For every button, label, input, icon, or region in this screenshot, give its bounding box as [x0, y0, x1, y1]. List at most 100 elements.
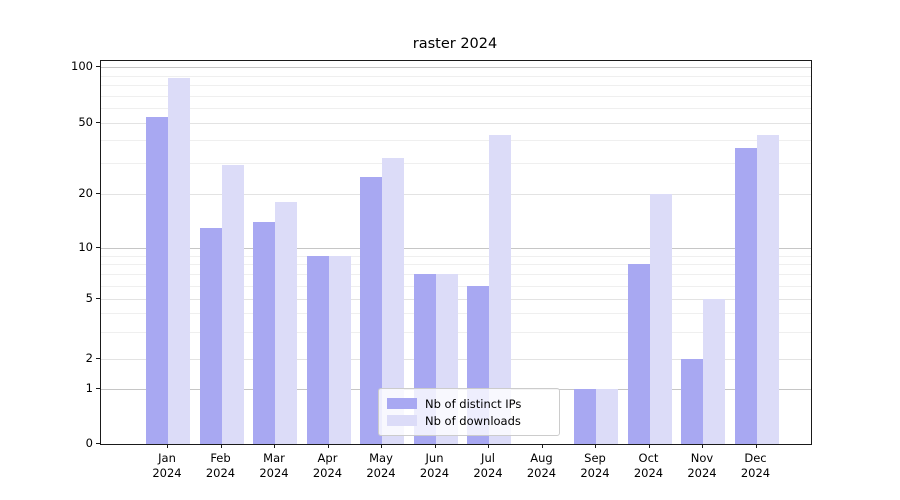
- gridline-y-50: [101, 123, 811, 124]
- x-tick-label-apr: Apr 2024: [298, 451, 358, 481]
- x-tick-month: May: [369, 451, 393, 465]
- x-tick-label-dec: Dec 2024: [726, 451, 786, 481]
- y-tick-mark-50: [96, 122, 100, 123]
- x-tick-label-feb: Feb 2024: [191, 451, 251, 481]
- bar-downloads-jul: [489, 134, 511, 444]
- y-tick-label-10: 10: [78, 240, 93, 254]
- x-tick-mark-jul: [488, 444, 489, 448]
- gridline-y-70: [101, 95, 811, 97]
- y-tick-mark-2: [96, 357, 100, 359]
- bar-ips-dec: [734, 148, 757, 444]
- bar-downloads-may: [382, 157, 404, 444]
- y-tick-mark-10: [96, 247, 100, 248]
- chart-title: raster 2024: [412, 36, 498, 52]
- x-tick-year: 2024: [687, 466, 717, 480]
- bar-ips-mar: [253, 221, 275, 444]
- x-tick-year: 2024: [259, 466, 289, 480]
- x-tick-label-oct: Oct 2024: [619, 451, 679, 481]
- y-tick-label-20: 20: [78, 186, 93, 200]
- bar-ips-may: [360, 176, 382, 444]
- y-tick-label-0: 0: [85, 436, 93, 450]
- legend-item-downloads: Nb of downloads: [387, 412, 551, 429]
- x-tick-year: 2024: [526, 466, 557, 480]
- x-tick-mark-apr: [327, 444, 329, 448]
- x-tick-year: 2024: [580, 466, 610, 480]
- x-tick-month: Sep: [584, 451, 606, 465]
- x-tick-month: Jun: [425, 451, 444, 465]
- gridline-y-10: [101, 248, 811, 249]
- bar-downloads-nov: [703, 299, 725, 444]
- x-tick-month: Jan: [158, 451, 176, 465]
- x-tick-month: Feb: [210, 451, 231, 465]
- bar-downloads-oct: [649, 194, 672, 444]
- gridline-y-9: [101, 255, 811, 257]
- y-tick-label-2: 2: [85, 350, 93, 365]
- bar-ips-oct: [627, 264, 650, 444]
- bar-downloads-jan: [168, 78, 190, 444]
- bar-ips-nov: [681, 358, 703, 444]
- x-tick-mark-jun: [434, 444, 436, 448]
- x-tick-month: Oct: [638, 451, 659, 465]
- x-tick-label-mar: Mar 2024: [244, 451, 304, 481]
- x-tick-label-jun: Jun 2024: [405, 451, 465, 481]
- x-tick-year: 2024: [205, 466, 236, 480]
- bar-downloads-mar: [275, 202, 297, 444]
- x-tick-year: 2024: [633, 466, 664, 480]
- bar-downloads-dec: [756, 134, 779, 444]
- x-tick-mark-dec: [755, 444, 757, 448]
- x-tick-mark-may: [381, 444, 382, 448]
- bar-downloads-sep: [596, 389, 618, 444]
- legend-swatch-downloads-icon: [387, 415, 417, 426]
- x-tick-month: Apr: [317, 451, 338, 465]
- bar-downloads-feb: [221, 165, 244, 444]
- legend-swatch-ips-icon: [387, 398, 417, 409]
- x-tick-mark-oct: [648, 444, 650, 448]
- gridline-y-40: [101, 140, 811, 142]
- gridline-y-90: [101, 75, 811, 77]
- y-tick-label-50: 50: [78, 115, 93, 129]
- x-tick-label-jul: Jul 2024: [458, 451, 518, 481]
- x-tick-label-may: May 2024: [351, 451, 411, 481]
- y-tick-mark-0: [96, 443, 100, 444]
- y-tick-mark-5: [96, 298, 100, 299]
- y-tick-mark-100: [96, 66, 100, 67]
- bar-downloads-apr: [328, 255, 351, 444]
- legend-item-distinct-ips: Nb of distinct IPs: [387, 395, 551, 412]
- x-tick-mark-sep: [595, 444, 596, 448]
- gridline-y-80: [101, 85, 811, 87]
- x-tick-month: Aug: [530, 451, 553, 465]
- x-tick-mark-jan: [167, 444, 168, 448]
- x-tick-month: Nov: [690, 451, 714, 465]
- x-tick-month: Jul: [481, 451, 495, 465]
- gridline-y-8: [101, 264, 811, 266]
- y-tick-label-100: 100: [71, 59, 93, 73]
- legend-label-distinct-ips: Nb of distinct IPs: [425, 396, 522, 411]
- gridline-y-30: [101, 162, 811, 164]
- x-tick-mark-aug: [541, 444, 543, 448]
- y-tick-mark-1: [96, 388, 100, 389]
- legend-label-downloads: Nb of downloads: [425, 413, 521, 428]
- x-tick-month: Dec: [744, 451, 767, 465]
- gridline-y-60: [101, 108, 811, 110]
- x-tick-mark-mar: [274, 444, 275, 448]
- x-tick-year: 2024: [419, 466, 450, 480]
- plot-area: Nb of distinct IPs Nb of downloads: [100, 60, 812, 445]
- gridline-y-20: [101, 194, 811, 195]
- x-tick-mark-nov: [702, 444, 703, 448]
- bar-ips-feb: [199, 227, 222, 444]
- legend: Nb of distinct IPs Nb of downloads: [378, 388, 560, 436]
- x-tick-month: Mar: [263, 451, 285, 465]
- x-tick-label-aug: Aug 2024: [512, 451, 572, 481]
- x-tick-year: 2024: [312, 466, 343, 480]
- y-tick-mark-20: [96, 193, 100, 194]
- x-tick-label-jan: Jan 2024: [137, 451, 197, 481]
- gridline-y-100: [101, 67, 811, 68]
- x-tick-label-nov: Nov 2024: [672, 451, 732, 481]
- y-tick-label-1: 1: [85, 381, 93, 395]
- bar-ips-sep: [574, 389, 596, 444]
- x-tick-year: 2024: [740, 466, 771, 480]
- x-tick-mark-feb: [220, 444, 222, 448]
- bar-ips-jan: [146, 116, 168, 444]
- x-tick-year: 2024: [473, 466, 503, 480]
